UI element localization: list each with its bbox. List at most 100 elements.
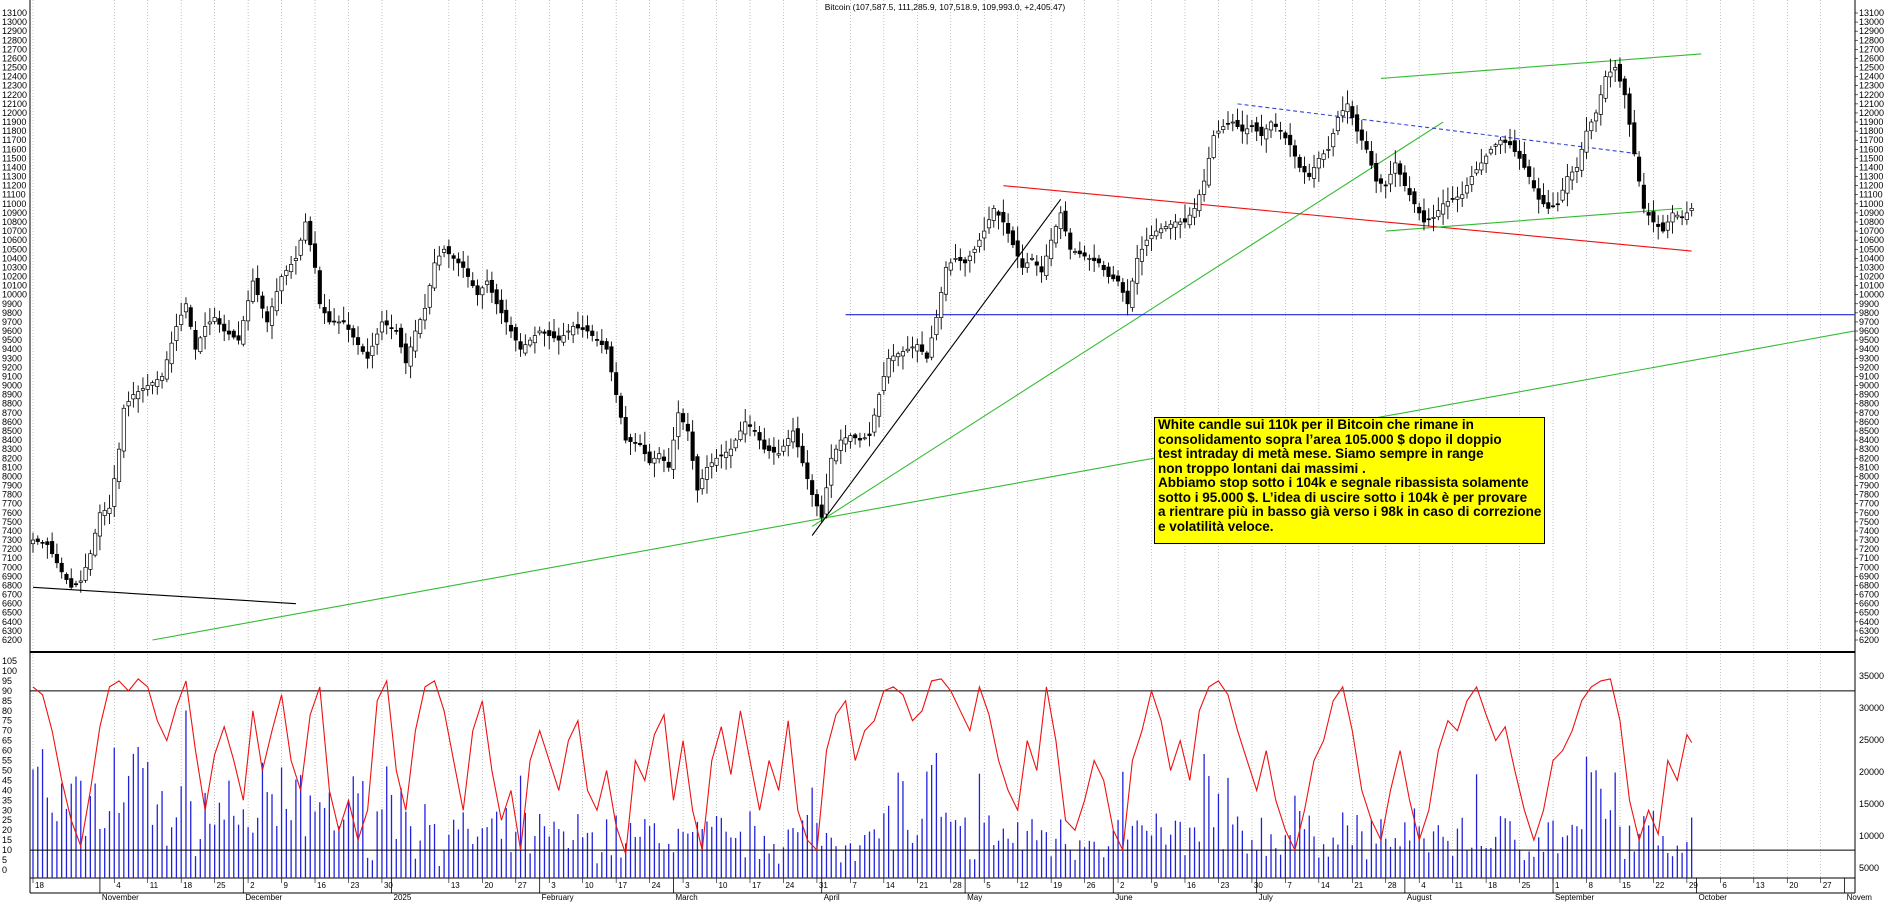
candle-body xyxy=(604,341,609,350)
candle-body xyxy=(934,317,939,336)
candle xyxy=(642,431,647,462)
candle xyxy=(900,346,906,370)
price-tick-label: 7300 xyxy=(1859,535,1879,545)
candle-body xyxy=(1469,176,1474,185)
candle-body xyxy=(920,344,925,352)
candle-body xyxy=(1646,212,1651,216)
candle xyxy=(1245,114,1250,145)
candle xyxy=(169,331,174,373)
candle xyxy=(1001,199,1006,236)
candle xyxy=(566,323,571,340)
candle-body xyxy=(508,324,514,332)
candle-body xyxy=(418,319,423,334)
candle xyxy=(1297,154,1302,173)
oscillator-tick-label: 50 xyxy=(2,765,12,775)
candle-body xyxy=(308,220,313,246)
candle-body xyxy=(757,432,762,441)
candle-body xyxy=(1077,250,1082,255)
candle xyxy=(862,433,867,441)
candle-body xyxy=(183,303,189,313)
price-tick-label: 6600 xyxy=(2,599,22,609)
date-tick-label: 18 xyxy=(1488,881,1497,890)
candle xyxy=(370,332,375,369)
candle-body xyxy=(1441,203,1446,215)
candle-body xyxy=(714,457,719,466)
candle-body xyxy=(848,435,853,442)
candle xyxy=(1689,203,1694,217)
annotation-box: White candle sui 110k per il Bitcoin che… xyxy=(1154,417,1545,544)
candle-body xyxy=(1617,63,1623,82)
candle xyxy=(528,337,533,348)
candle-body xyxy=(1259,126,1264,137)
candle xyxy=(1053,224,1058,248)
candle xyxy=(1187,207,1192,229)
candle xyxy=(355,326,361,355)
candle-body xyxy=(203,326,208,337)
candle xyxy=(838,429,843,464)
oscillator-tick-label: 35 xyxy=(2,795,12,805)
price-tick-label: 10500 xyxy=(1859,244,1884,254)
candle-body xyxy=(628,437,633,442)
candle xyxy=(1617,57,1623,88)
price-tick-label: 10800 xyxy=(1859,217,1884,227)
candle xyxy=(743,409,748,443)
price-tick-label: 11200 xyxy=(1859,181,1883,191)
candle-body xyxy=(73,583,79,586)
annotation-line: White candle sui 110k per il Bitcoin che… xyxy=(1158,417,1474,432)
candle xyxy=(379,310,384,341)
volume-tick-label: 5000 xyxy=(1859,863,1879,873)
candle-body xyxy=(896,353,901,358)
candle-body xyxy=(1278,129,1283,132)
price-tick-label: 8400 xyxy=(2,435,22,445)
candle-body xyxy=(1464,185,1470,194)
candle xyxy=(977,232,982,253)
candle xyxy=(604,338,609,355)
date-tick-label: 25 xyxy=(1522,881,1531,890)
candle-body xyxy=(102,510,107,516)
candle-body xyxy=(618,395,623,418)
trendline xyxy=(811,198,1062,536)
candle-body xyxy=(575,324,580,329)
candle-body xyxy=(370,345,375,357)
candle xyxy=(1651,200,1656,233)
candle xyxy=(121,404,126,458)
price-tick-label: 6200 xyxy=(1859,635,1879,645)
candle-body xyxy=(217,318,222,325)
candle xyxy=(107,494,112,524)
candle-body xyxy=(1579,148,1584,171)
candle-body xyxy=(1660,222,1666,232)
candle xyxy=(1613,60,1618,83)
candle xyxy=(198,335,203,355)
oscillator-tick-label: 80 xyxy=(2,706,12,716)
candle xyxy=(1178,218,1183,239)
candle-body xyxy=(824,487,829,515)
date-tick-label: 15 xyxy=(1622,881,1631,890)
candle xyxy=(547,321,552,350)
candle-body xyxy=(709,462,714,467)
date-tick-label: 3 xyxy=(551,881,556,890)
candle-body xyxy=(1254,122,1259,132)
candle xyxy=(255,265,260,303)
candle-body xyxy=(121,407,126,452)
candle-body xyxy=(188,307,193,327)
candle xyxy=(1182,204,1188,229)
candle-body xyxy=(1125,290,1130,305)
candle xyxy=(953,244,958,263)
candle xyxy=(1550,192,1556,209)
price-tick-label: 9500 xyxy=(2,335,22,345)
candle xyxy=(1302,156,1307,184)
candle xyxy=(1584,117,1589,159)
candle-body xyxy=(752,430,757,432)
candle-body xyxy=(1560,189,1565,201)
price-tick-label: 12700 xyxy=(2,44,27,54)
candle xyxy=(833,444,839,465)
candle xyxy=(1034,255,1039,276)
candle xyxy=(1441,189,1446,225)
candle-body xyxy=(1455,196,1460,200)
price-tick-label: 7400 xyxy=(1859,526,1879,536)
candle-body xyxy=(1398,163,1403,175)
candle xyxy=(623,405,628,444)
price-tick-label: 7500 xyxy=(2,517,22,527)
oscillator-tick-label: 10 xyxy=(2,845,12,855)
